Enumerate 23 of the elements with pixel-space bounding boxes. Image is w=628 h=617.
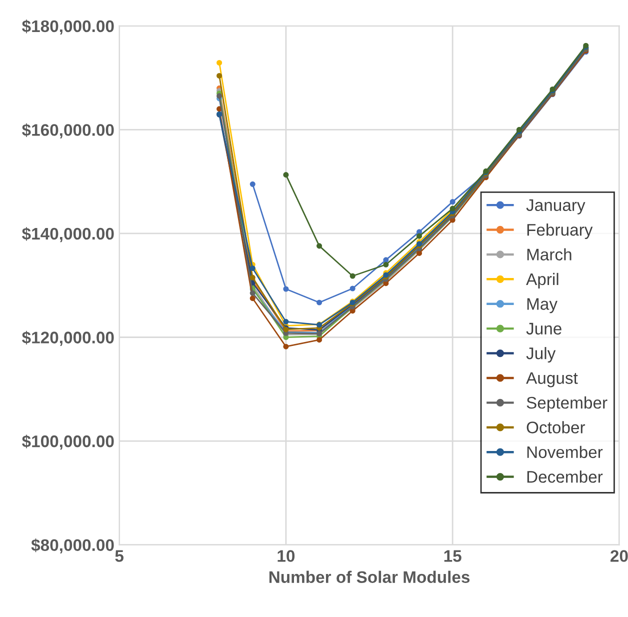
y-tick-label: $140,000.00 — [22, 227, 114, 242]
y-tick-label: $120,000.00 — [22, 330, 114, 346]
y-tick-label: $100,000.00 — [22, 434, 114, 450]
legend-label: October — [526, 421, 586, 434]
x-axis-title: Number of Solar Modules — [269, 570, 470, 584]
y-tick-label: $180,000.00 — [22, 20, 114, 35]
legend-label: June — [526, 322, 562, 335]
legend-label: April — [526, 272, 558, 288]
legend-label: November — [527, 446, 603, 458]
legend-label: December — [527, 470, 603, 483]
legend-label: July — [526, 347, 556, 363]
y-tick-label: $80,000.00 — [31, 538, 114, 554]
legend-label: May — [527, 298, 558, 314]
y-tick-label: $160,000.00 — [22, 123, 114, 138]
legend-label: March — [527, 248, 572, 260]
x-tick-label: 10 — [278, 550, 295, 562]
legend-label: August — [526, 372, 578, 388]
legend-label: January — [526, 199, 586, 214]
x-tick-label: 5 — [115, 550, 124, 562]
legend-label: September — [526, 396, 608, 412]
x-tick-label: 20 — [610, 550, 628, 562]
x-tick-label: 15 — [444, 550, 462, 562]
legend-label: February — [527, 224, 593, 240]
